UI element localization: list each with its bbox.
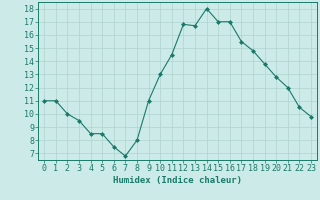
- X-axis label: Humidex (Indice chaleur): Humidex (Indice chaleur): [113, 176, 242, 185]
